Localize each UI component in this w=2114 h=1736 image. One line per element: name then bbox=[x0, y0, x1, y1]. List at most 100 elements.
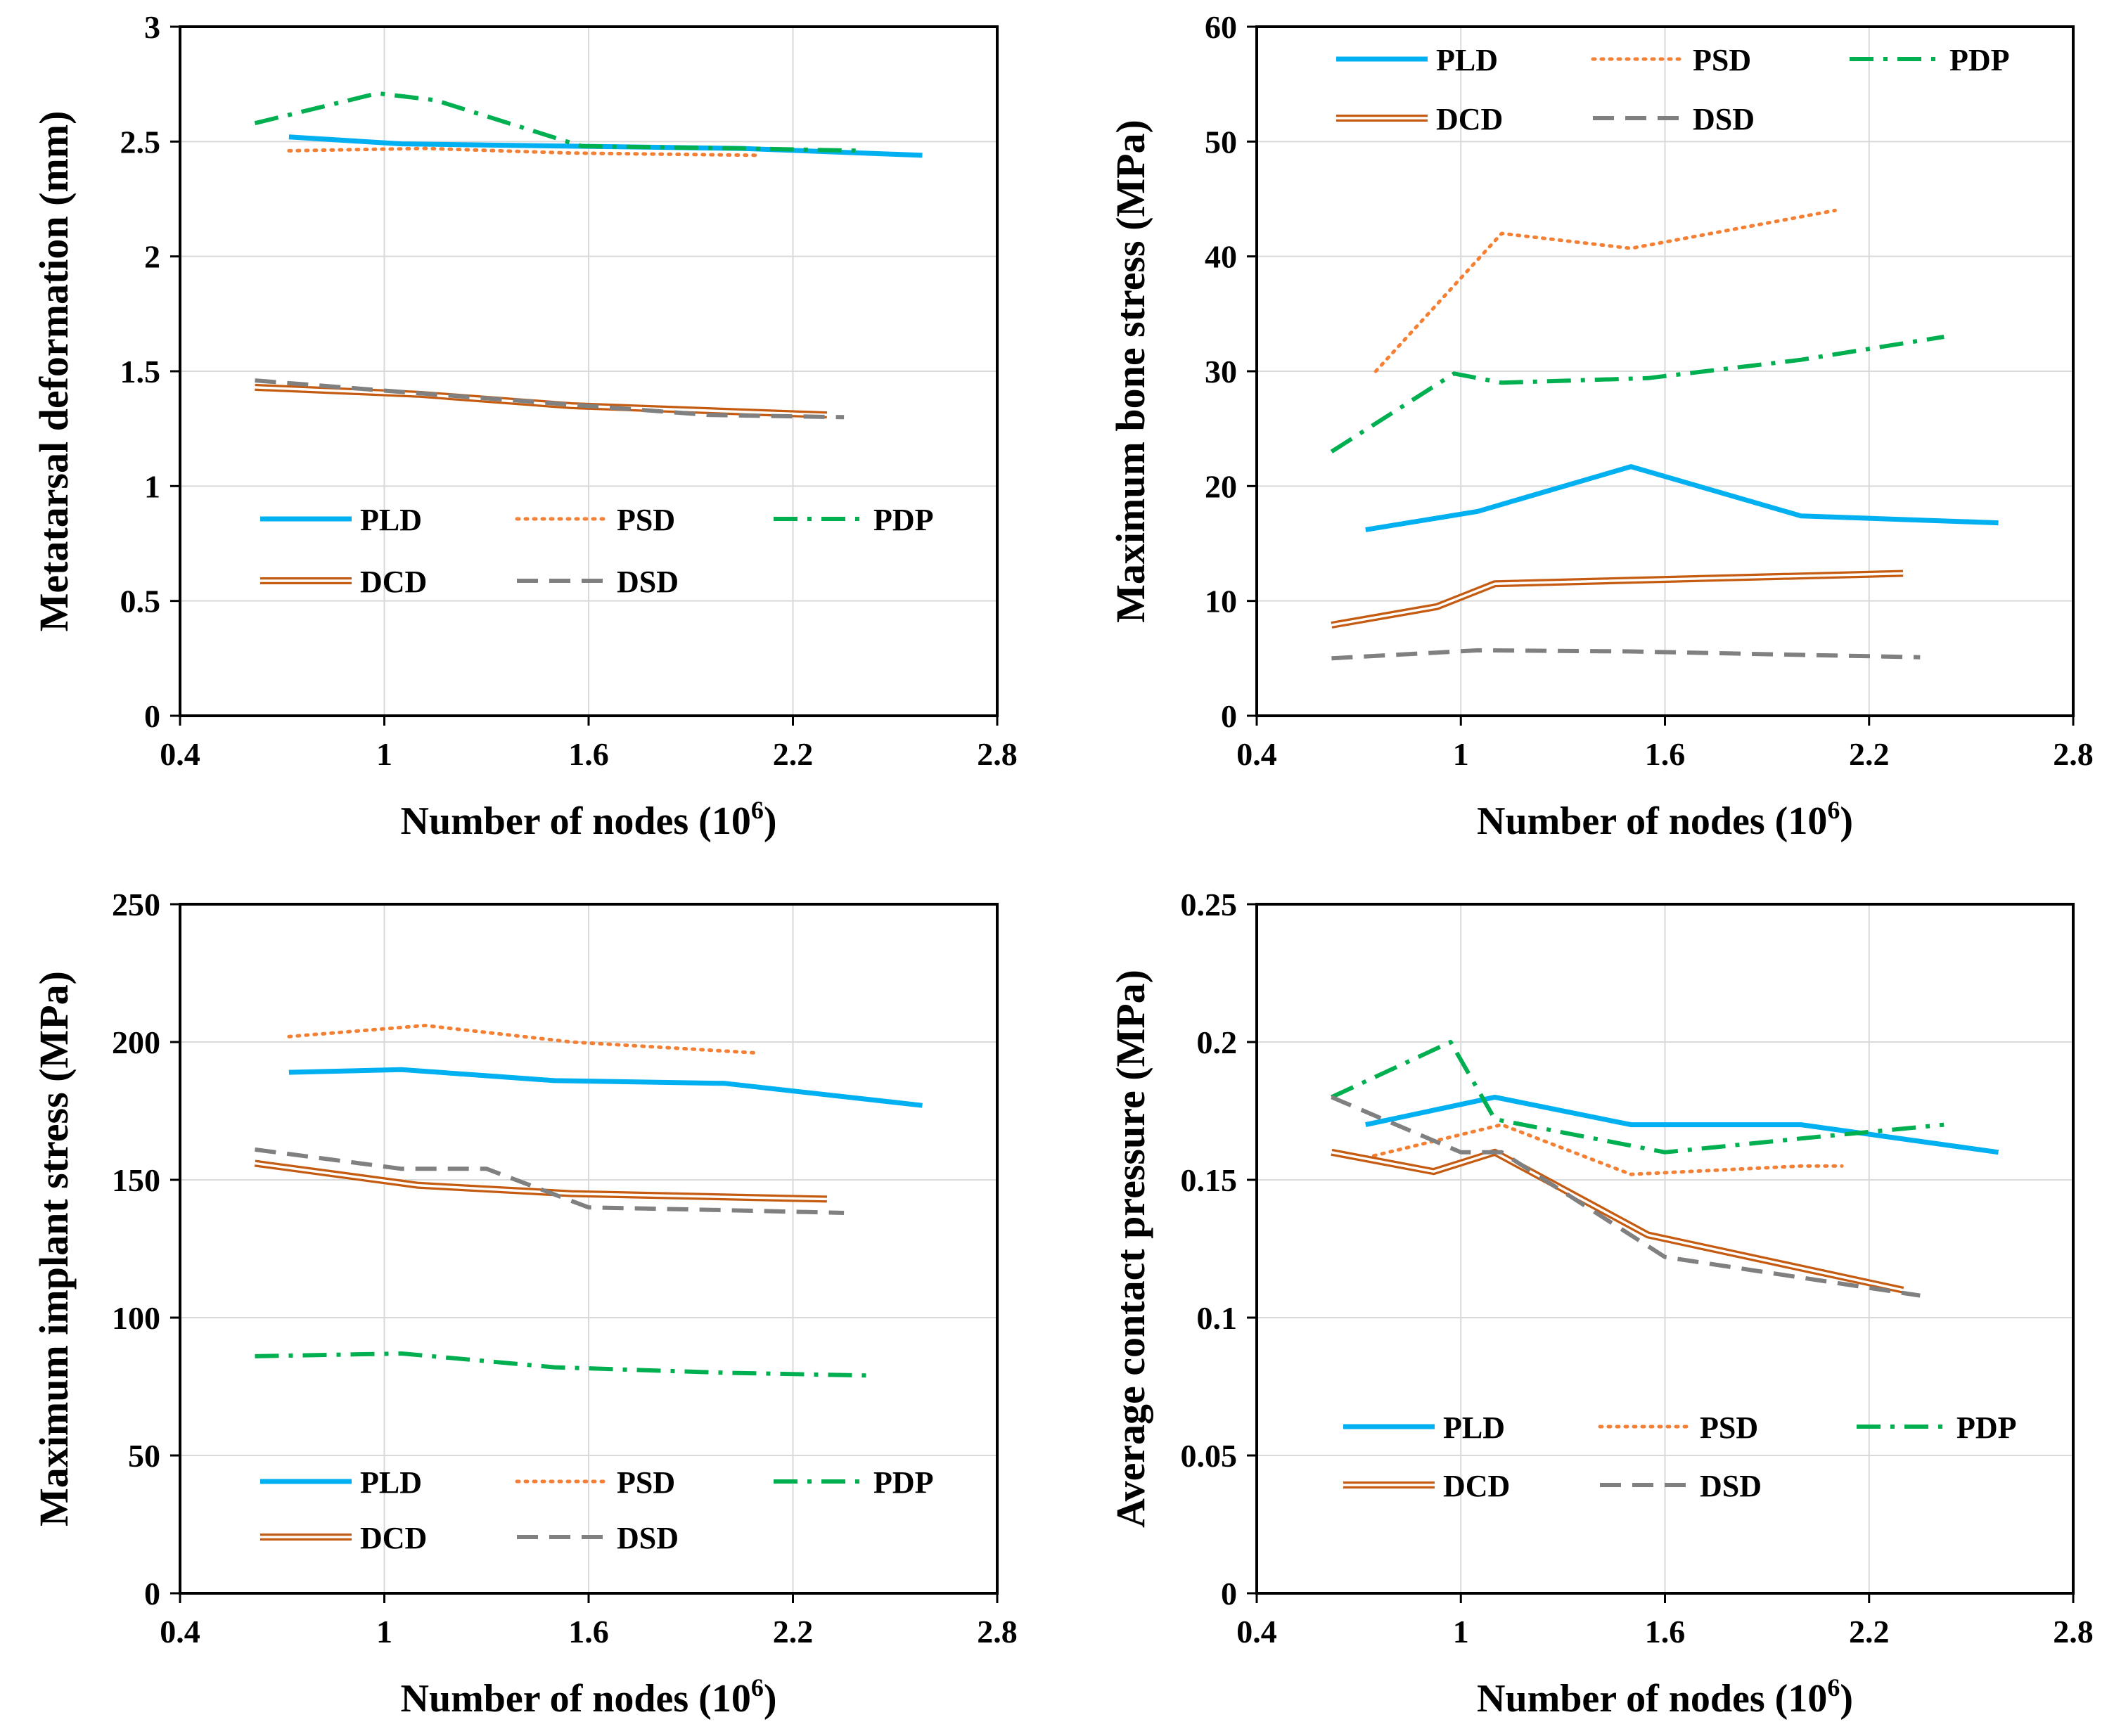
legend-label-dcd: DCD bbox=[360, 565, 427, 599]
series-line-pdp bbox=[1330, 335, 1945, 454]
x-tick-label: 1.6 bbox=[1645, 1614, 1686, 1650]
x-tick-label: 1 bbox=[1453, 736, 1469, 772]
series-line-dcd-inner bbox=[1331, 572, 1904, 626]
legend: PLD PSD PDP DCD DSD bbox=[1343, 1410, 2017, 1503]
y-tick-label: 50 bbox=[1205, 124, 1237, 160]
chart-3: 0.4 1 1.6 2.2 2.8 0 50 100 150 200 250 Number of no… bbox=[31, 887, 1018, 1721]
chart-4: 0.4 1 1.6 2.2 2.8 0 0.05 0.1 0.15 0.2 0.25 Number o… bbox=[1108, 887, 2094, 1721]
y-tick-label: 20 bbox=[1205, 468, 1237, 504]
y-axis-label: Metatarsal deformation (mm) bbox=[31, 111, 77, 632]
y-tick-label: 0 bbox=[1221, 698, 1237, 734]
legend: PLD PSD PDP DCD DSD bbox=[260, 503, 934, 599]
y-tick-label: 2 bbox=[144, 239, 160, 275]
y-tick-label: 0 bbox=[1221, 1576, 1237, 1612]
series-line-pdp bbox=[255, 1351, 869, 1378]
legend-label-dcd: DCD bbox=[360, 1521, 427, 1555]
series-line-psd bbox=[287, 146, 761, 157]
series-line-dsd bbox=[1331, 648, 1921, 661]
legend-label-psd: PSD bbox=[617, 1465, 675, 1500]
x-tick-label: 2.2 bbox=[773, 736, 814, 772]
legend-label-dsd: DSD bbox=[617, 1521, 679, 1555]
x-tick-label: 0.4 bbox=[1236, 1614, 1277, 1650]
legend-label-pdp: PDP bbox=[1956, 1410, 2017, 1445]
legend-label-psd: PSD bbox=[1700, 1410, 1758, 1445]
x-tick-label: 2.8 bbox=[977, 736, 1018, 772]
legend-label-dsd: DSD bbox=[1693, 102, 1755, 136]
chart-1: 0.4 1 1.6 2.2 2.8 0 0.5 1 1.5 2 2.5 3 Number of node… bbox=[31, 9, 1018, 843]
legend: PLD PSD PDP DCD DSD bbox=[260, 1465, 934, 1555]
y-tick-label: 250 bbox=[112, 887, 160, 922]
chart-2: 0.4 1 1.6 2.2 2.8 0 10 20 30 40 50 60 Number of node… bbox=[1108, 9, 2094, 843]
y-tick-label: 0.25 bbox=[1181, 887, 1238, 922]
y-tick-label: 3 bbox=[144, 9, 160, 45]
y-tick-label: 0.5 bbox=[120, 584, 161, 619]
series-line-dcd bbox=[1331, 1148, 1904, 1294]
series-line-pdp bbox=[1331, 1040, 1945, 1155]
y-tick-label: 0.05 bbox=[1181, 1438, 1238, 1474]
series-line-pld bbox=[288, 134, 923, 158]
legend-label-dsd: DSD bbox=[617, 565, 679, 599]
legend-label-pdp: PDP bbox=[873, 503, 934, 537]
y-tick-label: 0.2 bbox=[1197, 1024, 1238, 1060]
x-axis-label: Number of nodes (106) bbox=[401, 796, 777, 843]
x-tick-label: 1 bbox=[376, 736, 392, 772]
legend-label-pdp: PDP bbox=[1949, 43, 2010, 77]
series-line-pdp bbox=[254, 91, 861, 153]
y-tick-label: 10 bbox=[1205, 584, 1237, 619]
legend-label-pld: PLD bbox=[1436, 43, 1498, 77]
y-tick-label: 2.5 bbox=[120, 124, 161, 160]
series-line-psd bbox=[1364, 1123, 1844, 1176]
series-line-dcd-inner bbox=[255, 1162, 827, 1201]
series-line-dsd bbox=[255, 1147, 845, 1215]
x-tick-label: 0.4 bbox=[160, 736, 200, 772]
series-line-psd bbox=[287, 1024, 761, 1055]
x-tick-label: 2.8 bbox=[2053, 1614, 2094, 1650]
series-group bbox=[1331, 1040, 1999, 1298]
y-tick-label: 60 bbox=[1205, 9, 1237, 45]
y-tick-label: 100 bbox=[112, 1300, 160, 1336]
series-group bbox=[254, 91, 923, 420]
legend-label-psd: PSD bbox=[1693, 43, 1751, 77]
x-tick-label: 2.2 bbox=[1849, 736, 1890, 772]
x-tick-label: 1 bbox=[376, 1614, 392, 1650]
x-tick-label: 0.4 bbox=[1236, 736, 1277, 772]
series-line-dsd bbox=[1331, 1095, 1921, 1298]
x-axis-label: Number of nodes (106) bbox=[1477, 1673, 1853, 1721]
x-axis-label: Number of nodes (106) bbox=[401, 1673, 777, 1721]
legend-label-pdp: PDP bbox=[873, 1465, 934, 1500]
x-tick-label: 1.6 bbox=[1645, 736, 1686, 772]
series-line-psd bbox=[1373, 208, 1837, 373]
y-axis-label: Average contact pressure (MPa) bbox=[1108, 970, 1153, 1528]
legend-label-pld: PLD bbox=[1443, 1410, 1505, 1445]
y-tick-label: 50 bbox=[128, 1438, 160, 1474]
y-tick-label: 1 bbox=[144, 468, 160, 504]
legend-label-pld: PLD bbox=[360, 1465, 422, 1500]
series-line-dsd bbox=[255, 378, 845, 420]
x-tick-label: 2.8 bbox=[977, 1614, 1018, 1650]
legend-label-dsd: DSD bbox=[1700, 1469, 1762, 1503]
y-tick-label: 0 bbox=[144, 1576, 160, 1612]
x-tick-label: 1.6 bbox=[568, 1614, 609, 1650]
x-tick-label: 0.4 bbox=[160, 1614, 200, 1650]
y-tick-label: 150 bbox=[112, 1162, 160, 1198]
series-line-pld bbox=[288, 1067, 923, 1108]
y-tick-label: 1.5 bbox=[120, 354, 161, 390]
x-axis-label: Number of nodes (106) bbox=[1477, 796, 1853, 843]
x-tick-label: 1.6 bbox=[568, 736, 609, 772]
y-axis-label: Maximum implant stress (MPa) bbox=[31, 971, 77, 1526]
series-line-dcd bbox=[254, 1159, 828, 1203]
x-tick-label: 2.8 bbox=[2053, 736, 2094, 772]
y-tick-label: 0 bbox=[144, 698, 160, 734]
y-tick-label: 40 bbox=[1205, 239, 1237, 275]
series-group bbox=[1330, 208, 1999, 661]
x-tick-label: 1 bbox=[1453, 1614, 1469, 1650]
legend-label-pld: PLD bbox=[360, 503, 422, 537]
y-tick-label: 30 bbox=[1205, 354, 1237, 390]
legend: PLD PSD PDP DCD DSD bbox=[1336, 43, 2010, 136]
y-axis-label: Maximum bone stress (MPa) bbox=[1108, 120, 1153, 623]
y-tick-label: 0.15 bbox=[1181, 1162, 1238, 1198]
x-tick-label: 2.2 bbox=[1849, 1614, 1890, 1650]
y-tick-label: 0.1 bbox=[1197, 1300, 1238, 1336]
x-tick-label: 2.2 bbox=[773, 1614, 814, 1650]
